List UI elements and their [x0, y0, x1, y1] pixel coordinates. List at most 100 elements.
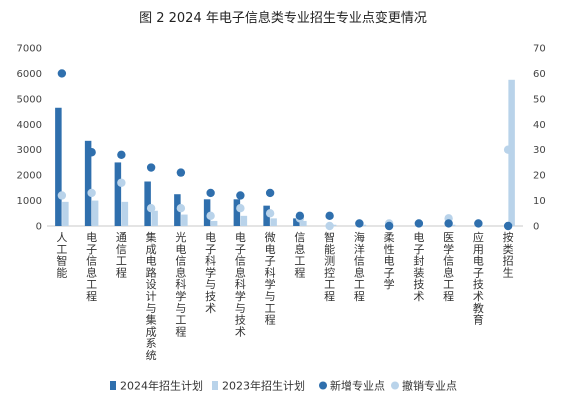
category-label-glyph: 成	[146, 325, 157, 338]
category-label-glyph: 科	[175, 277, 186, 291]
category-label-glyph: 海	[354, 230, 365, 244]
bar-2023-4	[181, 214, 188, 226]
point-series2-11	[384, 221, 394, 231]
point-series2-9	[325, 211, 334, 221]
category-label-glyph: 工	[265, 302, 276, 315]
point-series2-5	[206, 188, 215, 198]
bar-2023-0	[62, 201, 69, 226]
category-label-glyph: 术	[235, 325, 246, 338]
category-label-glyph: 子	[235, 243, 246, 256]
category-label-glyph: 与	[175, 302, 186, 315]
category-label-glyph: 与	[265, 290, 276, 303]
category-label-glyph: 学	[384, 277, 395, 291]
bar-2023-15	[508, 79, 515, 227]
category-label-glyph: 能	[56, 265, 67, 279]
category-label-glyph: 工	[443, 278, 454, 291]
category-label-glyph: 育	[473, 313, 484, 327]
bar-2024-3	[144, 181, 151, 226]
category-label-glyph: 工	[86, 278, 97, 291]
y-left-tick-label: 0	[36, 222, 42, 233]
category-label-glyph: 封	[413, 254, 424, 268]
point-series2-3	[146, 163, 156, 172]
category-label-glyph: 装	[413, 266, 424, 279]
category-label-glyph: 电	[86, 231, 97, 244]
y-right-tick-label: 0	[533, 222, 539, 233]
point-series2-2	[117, 150, 126, 159]
category-label-glyph: 控	[324, 265, 335, 279]
category-label-glyph: 息	[175, 265, 186, 279]
category-label-glyph: 息	[443, 265, 454, 279]
category-label-glyph: 应	[473, 230, 484, 244]
category-label-glyph: 微	[265, 230, 276, 244]
category-label-glyph: 统	[146, 349, 157, 362]
category-label-glyph: 技	[235, 314, 246, 327]
point-series2-10	[355, 219, 364, 228]
point-series2-7	[265, 188, 275, 198]
category-label-glyph: 息	[86, 265, 97, 279]
point-series3-7	[265, 209, 275, 218]
category-label-glyph: 测	[324, 255, 335, 268]
point-series3-2	[117, 178, 126, 187]
point-series3-0	[57, 191, 67, 200]
category-label-glyph: 术	[205, 302, 216, 315]
category-label-glyph: 电	[384, 255, 395, 268]
bar-2024-0	[55, 107, 62, 226]
bar-2024-2	[114, 162, 122, 226]
point-series2-13	[444, 219, 453, 228]
y-right-tick-label: 10	[533, 196, 546, 207]
category-label-glyph: 电	[146, 255, 157, 268]
bar-2024-7	[263, 205, 270, 226]
category-label-glyph: 程	[443, 290, 454, 303]
legend-swatch-0	[110, 381, 116, 390]
category-label-glyph: 性	[384, 242, 395, 256]
category-label-glyph: 电	[235, 231, 246, 244]
category-label-glyph: 程	[294, 266, 305, 279]
category-label-glyph: 工	[175, 314, 186, 327]
category-label-glyph: 电	[413, 231, 424, 244]
category-label-glyph: 工	[324, 278, 335, 291]
point-series2-0	[57, 69, 67, 78]
category-label-glyph: 招	[503, 254, 514, 268]
category-label-glyph: 通	[116, 231, 127, 244]
category-label-glyph: 程	[324, 290, 335, 303]
legend-label-2: 新增专业点	[330, 379, 385, 393]
category-label-glyph: 人	[56, 231, 67, 244]
legend-label-1: 2023年招生计划	[222, 379, 305, 393]
point-series3-5	[206, 211, 215, 221]
y-left-tick-label: 4000	[17, 120, 42, 131]
category-label-glyph: 程	[354, 290, 365, 303]
category-label-glyph: 工	[354, 278, 365, 291]
category-label-glyph: 息	[294, 242, 305, 256]
category-label-glyph: 学	[235, 289, 246, 303]
y-left-tick-label: 3000	[17, 145, 42, 156]
category-label-glyph: 工	[116, 255, 127, 268]
y-right-tick-label: 50	[533, 94, 546, 105]
category-label-glyph: 子	[473, 266, 484, 279]
bar-2023-1	[91, 200, 99, 226]
y-right-tick-label: 70	[533, 44, 546, 55]
bar-2023-3	[151, 210, 158, 226]
legend-label-0: 2024年招生计划	[120, 379, 203, 393]
category-label-glyph: 学	[265, 277, 276, 291]
category-label-glyph: 学	[443, 242, 454, 256]
y-left-tick-label: 5000	[17, 94, 42, 105]
point-series3-6	[236, 204, 245, 213]
category-label-glyph: 电	[205, 231, 216, 244]
category-label-glyph: 程	[86, 290, 97, 303]
category-label-glyph: 信	[235, 255, 246, 268]
category-label-glyph: 术	[473, 290, 484, 303]
category-label-glyph: 与	[205, 278, 216, 291]
y-right-tick-label: 20	[533, 171, 546, 182]
point-series3-3	[146, 204, 156, 213]
y-left-tick-label: 7000	[17, 44, 42, 55]
category-label-glyph: 工	[56, 243, 67, 256]
category-label-glyph: 电	[175, 243, 186, 256]
category-label-glyph: 按	[503, 230, 514, 244]
category-label-glyph: 信	[116, 243, 127, 256]
point-series2-8	[295, 211, 305, 221]
category-label-glyph: 子	[86, 243, 97, 256]
point-series2-12	[414, 219, 424, 228]
bar-2023-7	[270, 218, 277, 226]
